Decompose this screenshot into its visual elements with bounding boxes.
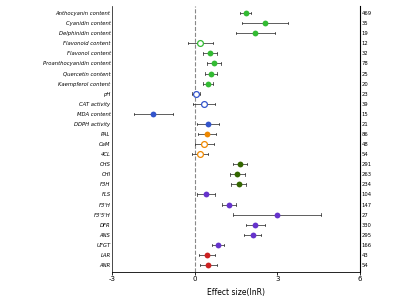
X-axis label: Effect size(lnR): Effect size(lnR) [207,288,265,297]
